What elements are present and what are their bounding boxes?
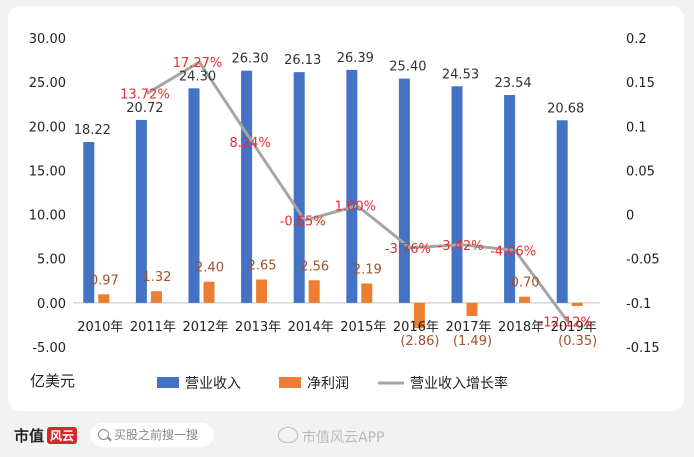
- net-profit-data-label: (1.49): [453, 334, 492, 349]
- legend-swatch: [279, 377, 301, 388]
- search-box[interactable]: 买股之前搜一搜: [90, 423, 214, 447]
- x-axis-tick-label: 2017年: [445, 320, 491, 335]
- revenue-bar: [188, 88, 200, 303]
- net-profit-bar: [519, 296, 531, 303]
- net-profit-data-label: 2.19: [353, 263, 382, 278]
- x-axis-tick-label: 2013年: [235, 320, 281, 335]
- left-axis-tick-label: 5.00: [37, 253, 66, 268]
- net-profit-bar: [466, 302, 478, 317]
- revenue-bar: [83, 142, 95, 303]
- revenue-bar: [346, 69, 358, 303]
- right-axis-tick-label: 0.2: [626, 32, 647, 47]
- revenue-bar: [504, 95, 516, 303]
- x-axis-tick-label: 2014年: [288, 320, 334, 335]
- net-profit-bar: [203, 281, 215, 303]
- growth-rate-data-label: -3.42%: [438, 239, 484, 254]
- revenue-bar: [556, 120, 568, 303]
- revenue-data-label: 20.72: [126, 101, 163, 116]
- growth-rate-data-label: -3.76%: [385, 242, 431, 257]
- growth-rate-data-label: 17.27%: [173, 56, 223, 71]
- growth-rate-data-label: 8.24%: [229, 136, 270, 151]
- left-axis-tick-label: 25.00: [29, 76, 66, 91]
- revenue-data-label: 25.40: [389, 60, 426, 75]
- right-axis-tick-label: 0.1: [626, 120, 647, 135]
- net-profit-bar: [571, 302, 583, 306]
- revenue-data-label: 26.39: [337, 51, 374, 66]
- brand-name: 市值: [14, 427, 45, 445]
- search-icon: [98, 429, 109, 440]
- revenue-data-label: 23.54: [494, 76, 531, 91]
- net-profit-bar: [361, 283, 373, 303]
- x-axis-tick-label: 2016年: [393, 320, 439, 335]
- right-axis-tick-label: -0.15: [626, 341, 660, 356]
- revenue-data-label: 24.30: [179, 69, 216, 84]
- brand-badge: 风云: [47, 427, 78, 444]
- net-profit-data-label: 2.65: [248, 258, 277, 273]
- unit-label: 亿美元: [30, 372, 75, 390]
- x-axis-tick-label: 2019年: [551, 320, 597, 335]
- net-profit-data-label: 2.40: [195, 261, 224, 276]
- left-axis-tick-label: -5.00: [32, 341, 66, 356]
- net-profit-data-label: 1.32: [142, 270, 171, 285]
- net-profit-data-label: 2.56: [300, 259, 329, 274]
- net-profit-bar: [308, 280, 320, 303]
- left-axis-tick-label: 30.00: [29, 32, 66, 47]
- growth-rate-line: [146, 60, 569, 323]
- revenue-data-label: 20.68: [547, 101, 584, 116]
- net-profit-bar: [98, 294, 110, 303]
- footer-bar: 市值 风云 买股之前搜一搜 市值风云APP: [0, 415, 694, 457]
- right-axis-tick-label: 0.05: [626, 164, 655, 179]
- x-axis-tick-label: 2012年: [182, 320, 228, 335]
- left-axis-tick-label: 20.00: [29, 120, 66, 135]
- x-axis-tick-label: 2015年: [340, 320, 386, 335]
- revenue-bar: [135, 119, 147, 303]
- revenue-data-label: 24.53: [442, 67, 479, 82]
- revenue-data-label: 26.30: [231, 52, 268, 67]
- growth-rate-data-label: -0.65%: [280, 214, 326, 229]
- legend-label: 营业收入: [185, 376, 241, 392]
- search-placeholder: 买股之前搜一搜: [114, 428, 199, 442]
- left-axis-tick-label: 10.00: [29, 209, 66, 224]
- x-axis-tick-label: 2018年: [498, 320, 544, 335]
- revenue-data-label: 26.13: [284, 53, 321, 68]
- left-axis-tick-label: 15.00: [29, 164, 66, 179]
- growth-rate-data-label: -4.06%: [490, 244, 536, 259]
- net-profit-bar: [256, 279, 268, 303]
- net-profit-bar: [150, 291, 162, 303]
- net-profit-data-label: 0.70: [511, 276, 540, 291]
- revenue-bar: [241, 70, 253, 303]
- legend-swatch: [157, 377, 179, 388]
- weibo-icon: [278, 427, 298, 443]
- right-axis-tick-label: 0: [626, 209, 634, 224]
- right-axis-tick-label: -0.1: [626, 297, 651, 312]
- growth-rate-data-label: -12.12%: [539, 316, 593, 331]
- left-axis-tick-label: 0.00: [37, 297, 66, 312]
- net-profit-data-label: (2.86): [400, 334, 439, 349]
- legend-label: 营业收入增长率: [410, 375, 508, 392]
- revenue-bar: [398, 78, 410, 303]
- combo-chart: -5.00 0.00 5.00 10.00 15.00 20.00 25.00 30.00 -0…: [29, 32, 660, 392]
- revenue-data-label: 18.22: [74, 123, 111, 138]
- right-axis-tick-label: 0.15: [626, 76, 655, 91]
- right-axis-tick-label: -0.05: [626, 253, 660, 268]
- growth-rate-data-label: 13.72%: [120, 87, 170, 102]
- net-profit-bar: [413, 302, 425, 329]
- legend-label: 净利润: [307, 376, 349, 392]
- net-profit-data-label: 0.97: [90, 273, 119, 288]
- net-profit-data-label: (0.35): [558, 334, 597, 349]
- x-axis-tick-label: 2011年: [130, 320, 176, 335]
- x-axis-tick-label: 2010年: [77, 320, 123, 335]
- revenue-bar: [451, 86, 463, 303]
- brand-logo: 市值 风云: [14, 425, 78, 446]
- growth-rate-data-label: 1.00%: [335, 200, 376, 215]
- revenue-bar: [293, 72, 305, 303]
- weibo-watermark: 市值风云APP: [302, 430, 385, 446]
